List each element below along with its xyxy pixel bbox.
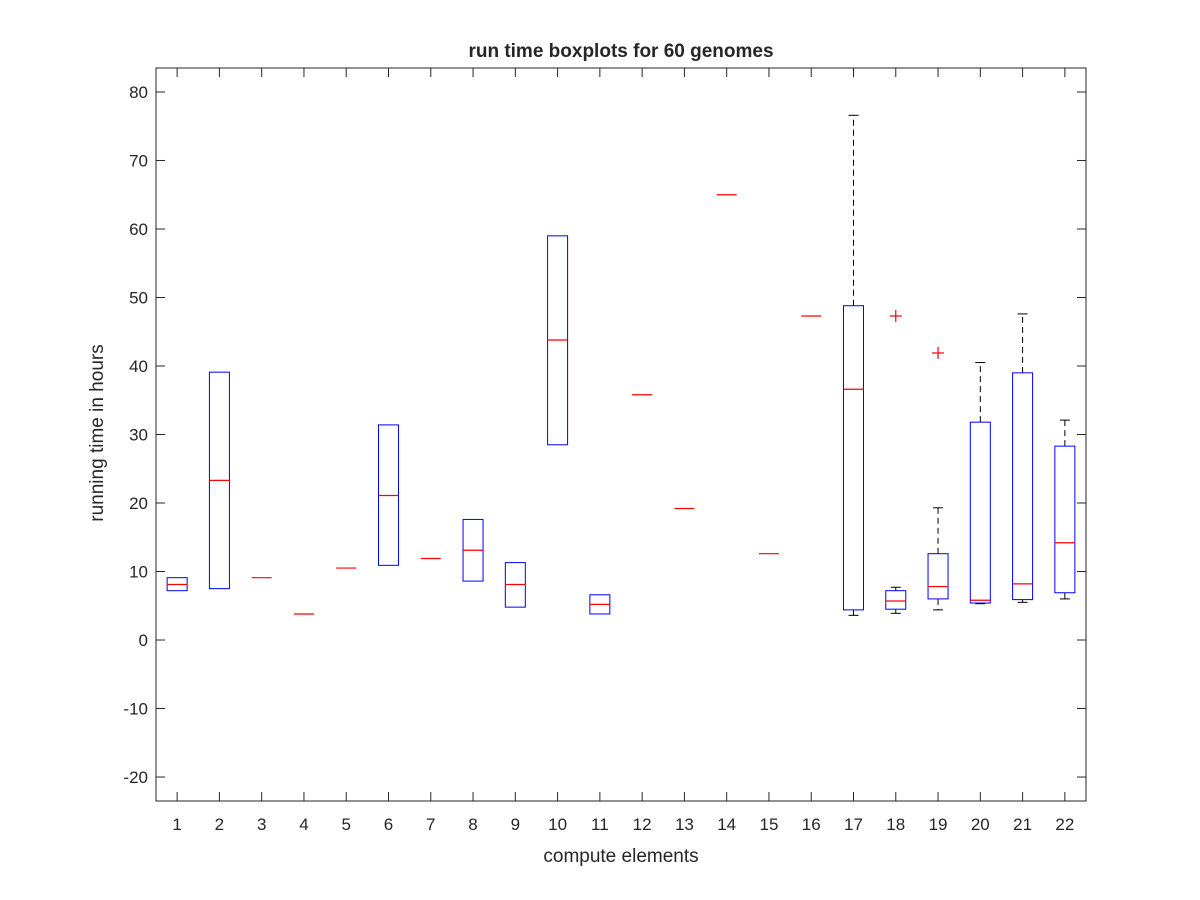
x-tick-label: 4	[299, 815, 308, 834]
x-tick-label: 22	[1055, 815, 1074, 834]
x-tick-label: 13	[675, 815, 694, 834]
x-tick-label: 1	[172, 815, 181, 834]
x-tick-label: 9	[511, 815, 520, 834]
x-tick-label: 2	[215, 815, 224, 834]
x-tick-label: 5	[341, 815, 350, 834]
y-tick-label: 60	[129, 220, 148, 239]
box-iqr	[885, 590, 907, 610]
x-tick-label: 20	[971, 815, 990, 834]
x-tick-label: 8	[468, 815, 477, 834]
y-tick-label: 50	[129, 288, 148, 307]
y-tick-label: 30	[129, 426, 148, 445]
x-tick-label: 11	[591, 815, 609, 834]
x-tick-label: 3	[257, 815, 266, 834]
box-iqr	[927, 553, 949, 600]
y-tick-label: 0	[139, 631, 148, 650]
x-tick-label: 7	[426, 815, 435, 834]
y-tick-label: 40	[129, 357, 148, 376]
x-tick-label: 12	[633, 815, 652, 834]
box-iqr	[843, 305, 864, 611]
x-tick-label: 18	[886, 815, 905, 834]
x-tick-label: 10	[548, 815, 567, 834]
y-tick-label: -20	[123, 768, 148, 787]
y-tick-label: 70	[129, 151, 148, 170]
box-iqr	[969, 421, 991, 604]
x-tick-label: 14	[717, 815, 736, 834]
chart-title: run time boxplots for 60 genomes	[468, 41, 773, 62]
x-tick-label: 15	[759, 815, 778, 834]
x-axis-label: compute elements	[543, 846, 698, 867]
y-axis-label: running time in hours	[87, 344, 108, 521]
box-iqr	[1054, 445, 1076, 594]
x-tick-label: 16	[802, 815, 821, 834]
y-tick-label: -10	[123, 700, 148, 719]
y-tick-label: 10	[129, 563, 148, 582]
box-iqr	[1012, 372, 1034, 601]
y-tick-label: 20	[129, 494, 148, 513]
x-tick-label: 17	[844, 815, 863, 834]
x-tick-label: 6	[384, 815, 393, 834]
x-tick-label: 19	[929, 815, 948, 834]
x-tick-label: 21	[1013, 815, 1032, 834]
y-tick-label: 80	[129, 83, 148, 102]
